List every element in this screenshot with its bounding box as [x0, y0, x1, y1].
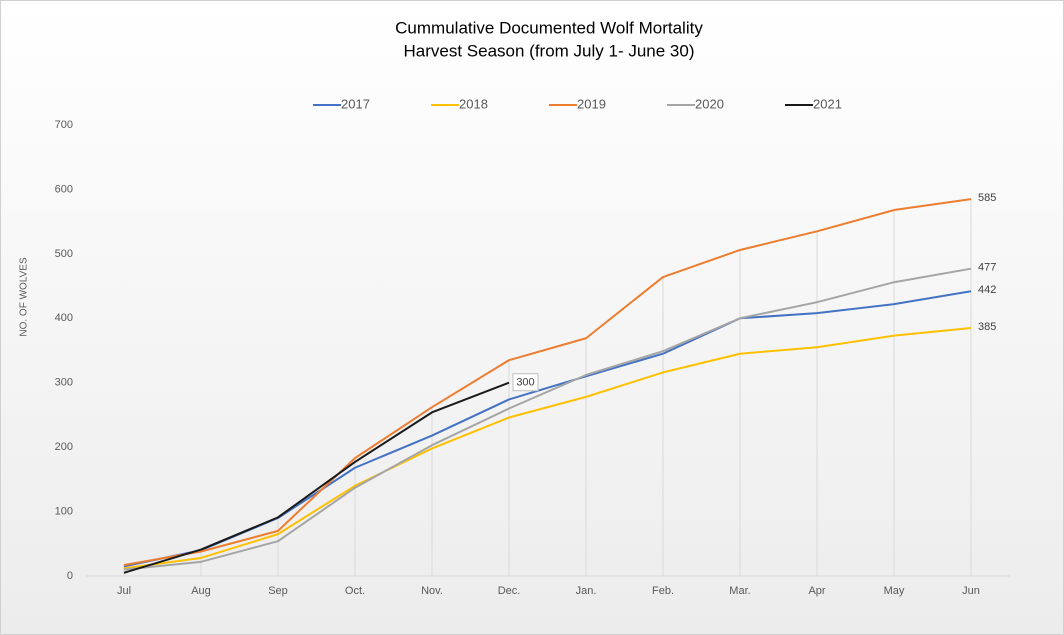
legend-label: 2019 [577, 96, 606, 111]
data-label: 585 [978, 192, 996, 204]
series-line [123, 326, 972, 570]
data-label-box [512, 373, 539, 392]
series-line [123, 381, 510, 574]
x-tick-label: Dec. [498, 585, 521, 597]
x-tick-label: Oct. [345, 585, 365, 597]
x-tick-label: Jul [117, 585, 131, 597]
x-tick-label: Feb. [652, 585, 674, 597]
y-tick-label: 500 [55, 248, 73, 260]
x-tick-label: Jan. [576, 585, 597, 597]
x-tick-label: Jun [962, 585, 980, 597]
y-tick-label: 400 [55, 312, 73, 324]
legend-label: 2021 [813, 96, 842, 111]
legend-label: 2017 [341, 96, 370, 111]
data-label: 442 [978, 284, 996, 296]
chart-title: Cummulative Documented Wolf Mortality [395, 18, 703, 37]
x-tick-label: Aug [191, 585, 211, 597]
y-tick-label: 600 [55, 183, 73, 195]
x-tick-label: Sep [268, 585, 288, 597]
x-tick-label: Mar. [729, 585, 750, 597]
legend-label: 2020 [695, 96, 724, 111]
chart-subtitle: Harvest Season (from July 1- June 30) [403, 41, 694, 60]
x-tick-label: Apr [808, 585, 825, 597]
x-tick-label: May [884, 585, 905, 597]
data-label: 385 [978, 321, 996, 333]
y-tick-label: 200 [55, 441, 73, 453]
y-tick-label: 300 [55, 377, 73, 389]
data-label: 477 [978, 262, 996, 274]
series-line [123, 267, 972, 571]
y-axis-label: NO. OF WOLVES [19, 257, 30, 337]
y-tick-label: 700 [55, 119, 73, 131]
series-line [123, 198, 972, 567]
y-tick-label: 0 [67, 570, 73, 582]
data-label: 300 [516, 377, 534, 389]
legend-label: 2018 [459, 96, 488, 111]
y-tick-label: 100 [55, 505, 73, 517]
x-tick-label: Nov. [421, 585, 443, 597]
